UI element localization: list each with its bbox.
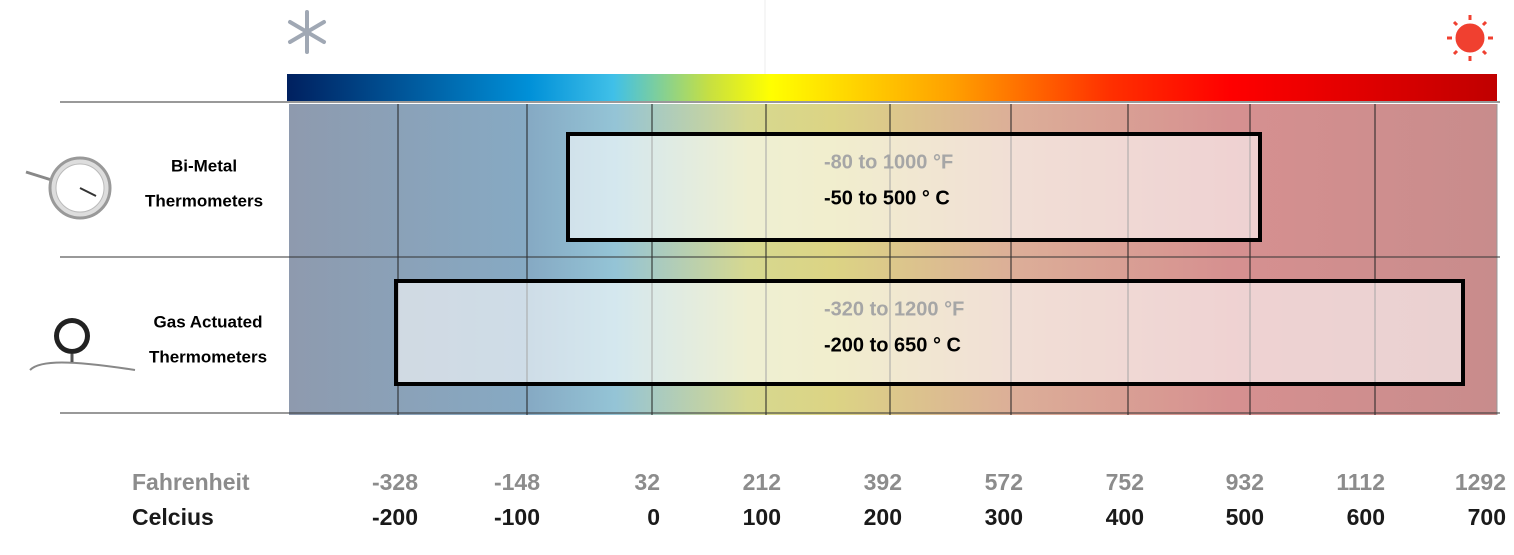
bimetal-icon: [25, 156, 112, 220]
fahrenheit-value: -148: [494, 469, 540, 495]
range-f: -320 to 1200 °F: [824, 298, 964, 320]
celsius-value: -100: [494, 504, 540, 530]
celsius-value: 700: [1468, 504, 1506, 530]
fahrenheit-value: 32: [634, 469, 660, 495]
scale-label: Celcius: [132, 504, 214, 530]
gas-icon: [29, 318, 136, 371]
celsius-value: 600: [1347, 504, 1385, 530]
range-c: -200 to 650 ° C: [824, 334, 961, 356]
fahrenheit-value: 1112: [1336, 469, 1385, 495]
row-label: Thermometers: [149, 347, 267, 366]
celsius-value: 0: [647, 504, 660, 530]
range-c: -50 to 500 ° C: [824, 187, 950, 209]
celsius-value: 100: [743, 504, 781, 530]
row-label: Gas Actuated: [154, 312, 263, 331]
celsius-value: 200: [864, 504, 902, 530]
fahrenheit-value: 932: [1226, 469, 1264, 495]
range-box: [394, 279, 1465, 386]
celsius-value: 300: [985, 504, 1023, 530]
range-f: -80 to 1000 °F: [824, 151, 953, 173]
row-label: Thermometers: [145, 191, 263, 210]
fahrenheit-value: 392: [864, 469, 902, 495]
celsius-value: 500: [1226, 504, 1264, 530]
hot-icon: [1447, 15, 1493, 61]
cold-icon: [288, 10, 326, 54]
range-box: [566, 132, 1262, 242]
celsius-value: -200: [372, 504, 418, 530]
fahrenheit-value: 572: [985, 469, 1023, 495]
celsius-value: 400: [1106, 504, 1144, 530]
row-label: Bi-Metal: [171, 156, 237, 175]
fahrenheit-value: 1292: [1455, 469, 1506, 495]
fahrenheit-value: 752: [1106, 469, 1144, 495]
scale-label: Fahrenheit: [132, 469, 250, 495]
fahrenheit-value: 212: [743, 469, 781, 495]
fahrenheit-value: -328: [372, 469, 418, 495]
color-bar: [287, 74, 1497, 101]
